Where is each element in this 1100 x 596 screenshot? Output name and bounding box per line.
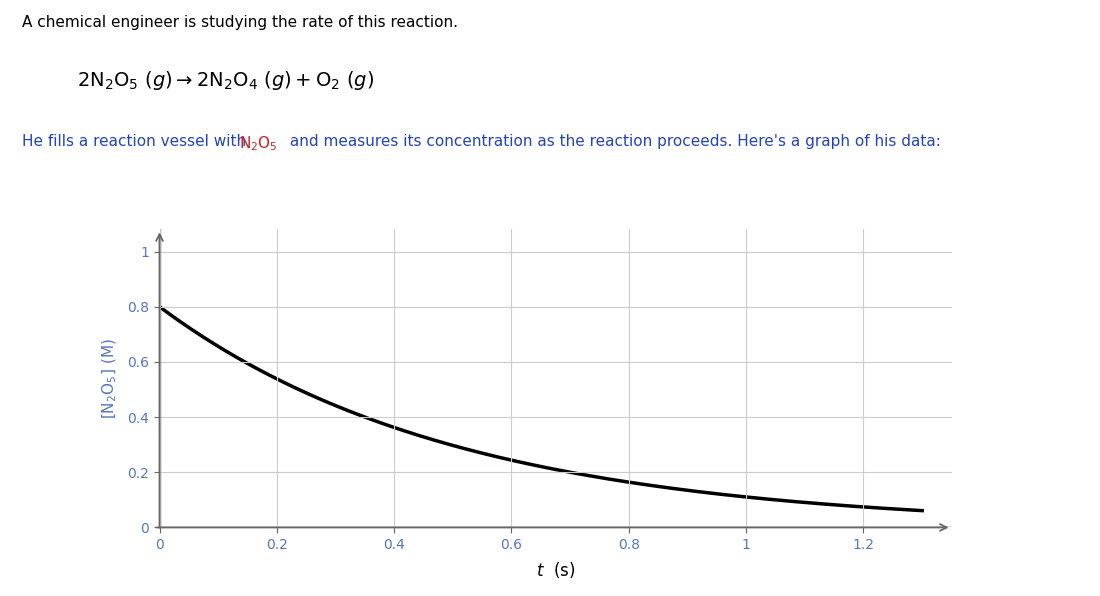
- X-axis label: $t$  (s): $t$ (s): [536, 560, 575, 581]
- Text: $2\mathrm{N_2O_5}\ (g) \rightarrow 2\mathrm{N_2O_4}\ (g) + \mathrm{O_2}\ (g)$: $2\mathrm{N_2O_5}\ (g) \rightarrow 2\mat…: [77, 69, 374, 92]
- Y-axis label: $[\mathrm{N_2O_5}]\ \mathrm{(M)}$: $[\mathrm{N_2O_5}]\ \mathrm{(M)}$: [100, 338, 119, 419]
- Text: and measures its concentration as the reaction proceeds. Here's a graph of his d: and measures its concentration as the re…: [285, 134, 940, 149]
- Text: A chemical engineer is studying the rate of this reaction.: A chemical engineer is studying the rate…: [22, 15, 458, 30]
- Text: $\mathrm{N_2O_5}$: $\mathrm{N_2O_5}$: [239, 134, 277, 153]
- Text: He fills a reaction vessel with: He fills a reaction vessel with: [22, 134, 251, 149]
